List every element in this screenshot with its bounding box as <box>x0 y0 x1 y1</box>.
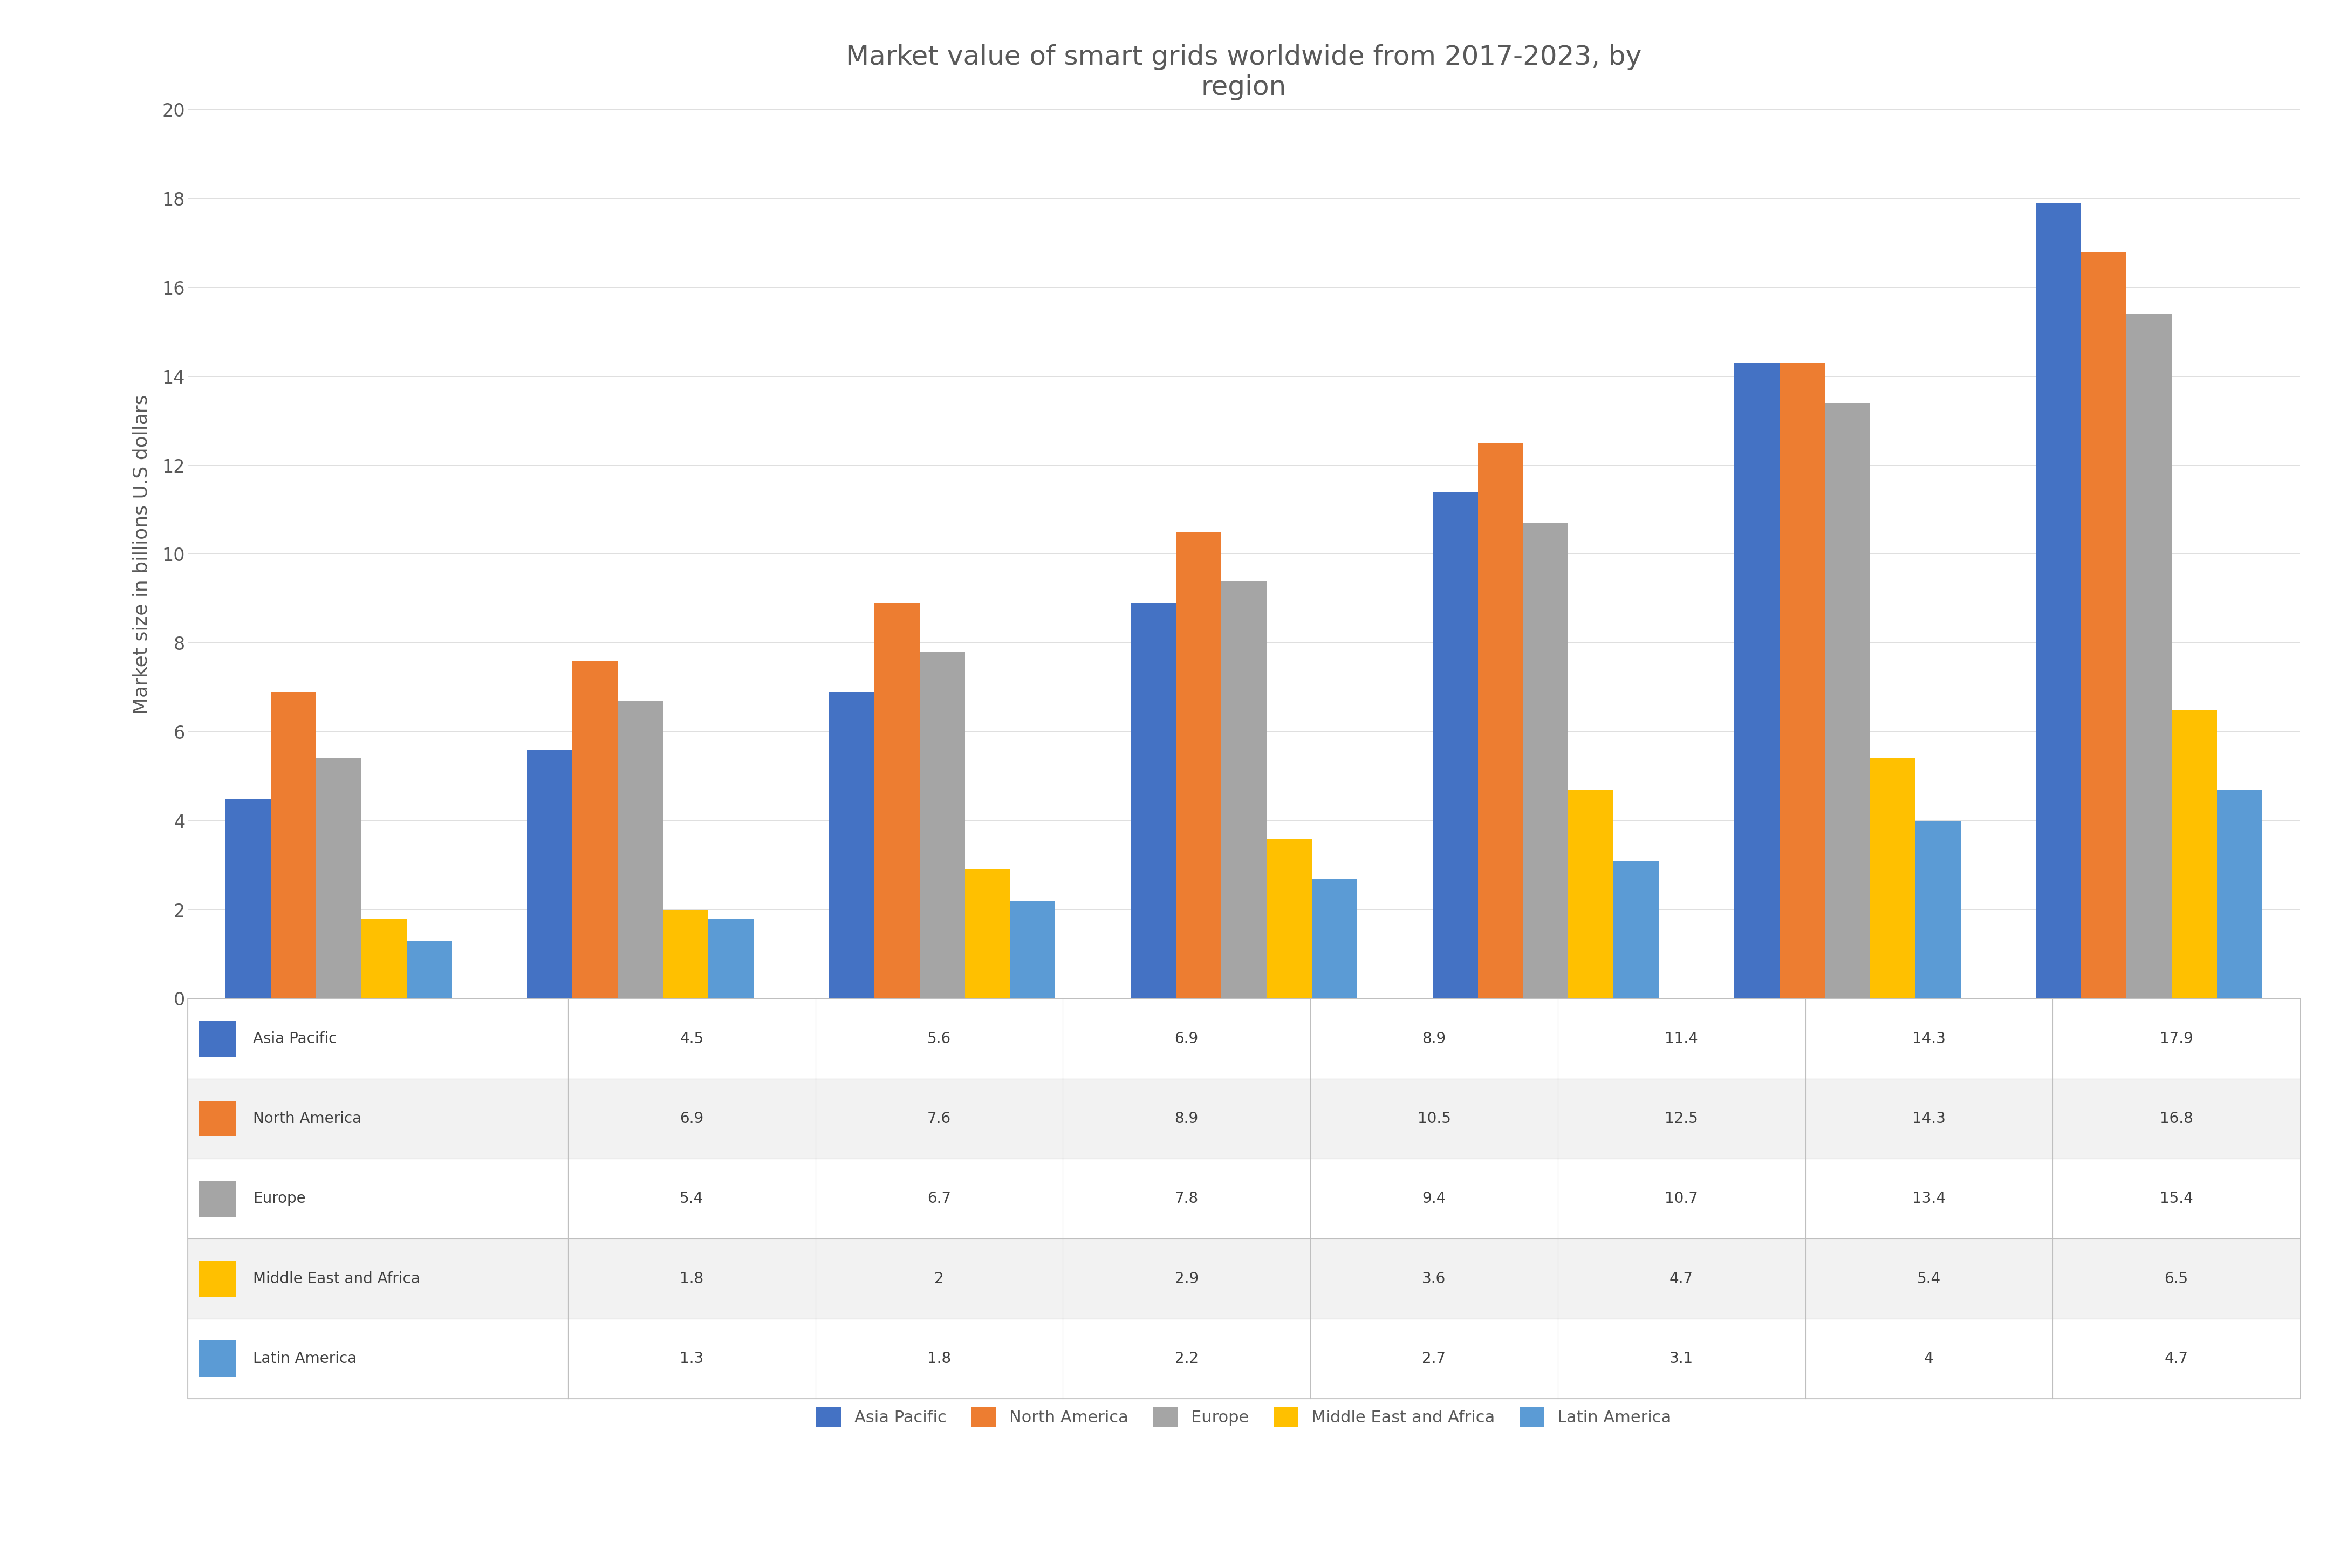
Text: 7.6: 7.6 <box>927 1112 951 1126</box>
Text: 4.7: 4.7 <box>2164 1352 2187 1366</box>
Bar <box>1267 839 1312 999</box>
Bar <box>361 919 406 999</box>
Bar <box>1009 902 1056 999</box>
Bar <box>2035 204 2082 999</box>
Text: 5.6: 5.6 <box>927 1032 951 1046</box>
Text: 6.9: 6.9 <box>681 1112 704 1126</box>
Bar <box>406 941 451 999</box>
Text: 12.5: 12.5 <box>1664 1112 1699 1126</box>
Bar <box>709 919 753 999</box>
Text: 6.7: 6.7 <box>927 1192 951 1206</box>
Bar <box>617 701 662 999</box>
Bar <box>1734 364 1779 999</box>
Bar <box>1220 580 1267 999</box>
Text: North America: North America <box>253 1112 361 1126</box>
Bar <box>573 660 617 999</box>
Bar <box>1479 444 1523 999</box>
Text: 9.4: 9.4 <box>1422 1192 1446 1206</box>
Text: Europe: Europe <box>253 1192 305 1206</box>
FancyBboxPatch shape <box>197 1021 237 1057</box>
Text: 6.9: 6.9 <box>1174 1032 1199 1046</box>
Bar <box>1779 364 1824 999</box>
Text: 4.7: 4.7 <box>1669 1272 1692 1286</box>
Bar <box>2171 710 2218 999</box>
Bar <box>1312 878 1357 999</box>
Text: 14.3: 14.3 <box>1913 1032 1946 1046</box>
Bar <box>1432 492 1479 999</box>
Bar <box>1523 524 1568 999</box>
Bar <box>225 798 270 999</box>
Text: 3.1: 3.1 <box>1669 1352 1695 1366</box>
Text: 14.3: 14.3 <box>1913 1112 1946 1126</box>
Text: 13.4: 13.4 <box>1913 1192 1946 1206</box>
Text: 7.8: 7.8 <box>1176 1192 1199 1206</box>
Bar <box>873 604 920 999</box>
FancyBboxPatch shape <box>188 1159 2300 1239</box>
Bar <box>2218 790 2263 999</box>
FancyBboxPatch shape <box>197 1261 237 1297</box>
Text: 2.2: 2.2 <box>1176 1352 1199 1366</box>
Text: 10.5: 10.5 <box>1418 1112 1450 1126</box>
Title: Market value of smart grids worldwide from 2017-2023, by
region: Market value of smart grids worldwide fr… <box>845 44 1643 100</box>
Bar <box>1131 604 1176 999</box>
Text: 1.3: 1.3 <box>681 1352 704 1366</box>
Text: Middle East and Africa: Middle East and Africa <box>253 1272 420 1286</box>
Bar <box>317 759 361 999</box>
Text: 15.4: 15.4 <box>2159 1192 2192 1206</box>
FancyBboxPatch shape <box>188 999 2300 1079</box>
FancyBboxPatch shape <box>188 1079 2300 1159</box>
FancyBboxPatch shape <box>197 1101 237 1137</box>
Text: Asia Pacific: Asia Pacific <box>253 1032 338 1046</box>
FancyBboxPatch shape <box>197 1341 237 1377</box>
Text: 10.7: 10.7 <box>1664 1192 1699 1206</box>
Bar <box>965 870 1009 999</box>
Text: 4: 4 <box>1925 1352 1934 1366</box>
Bar <box>1176 532 1220 999</box>
Bar <box>528 750 573 999</box>
Text: 8.9: 8.9 <box>1174 1112 1199 1126</box>
Text: 3.6: 3.6 <box>1422 1272 1446 1286</box>
Text: 1.8: 1.8 <box>927 1352 951 1366</box>
Bar <box>828 691 873 999</box>
Text: 4.5: 4.5 <box>681 1032 704 1046</box>
Text: 8.9: 8.9 <box>1422 1032 1446 1046</box>
Text: 17.9: 17.9 <box>2159 1032 2192 1046</box>
Text: 5.4: 5.4 <box>1917 1272 1941 1286</box>
Text: 6.5: 6.5 <box>2164 1272 2187 1286</box>
Legend: Asia Pacific, North America, Europe, Middle East and Africa, Latin America: Asia Pacific, North America, Europe, Mid… <box>817 1406 1671 1427</box>
FancyBboxPatch shape <box>197 1181 237 1217</box>
Bar <box>2126 314 2171 999</box>
Bar <box>920 652 965 999</box>
Bar <box>1915 822 1960 999</box>
Bar <box>270 691 317 999</box>
FancyBboxPatch shape <box>188 1319 2300 1399</box>
Text: 11.4: 11.4 <box>1664 1032 1699 1046</box>
FancyBboxPatch shape <box>188 1239 2300 1319</box>
Y-axis label: Market size in billions U.S dollars: Market size in billions U.S dollars <box>131 395 150 713</box>
Bar <box>662 909 709 999</box>
Text: 2.7: 2.7 <box>1422 1352 1446 1366</box>
Bar <box>1824 403 1871 999</box>
Text: 2.9: 2.9 <box>1174 1272 1199 1286</box>
Bar <box>1612 861 1659 999</box>
Bar <box>1871 759 1915 999</box>
Text: 16.8: 16.8 <box>2159 1112 2192 1126</box>
Text: 1.8: 1.8 <box>681 1272 704 1286</box>
Text: 5.4: 5.4 <box>681 1192 704 1206</box>
Bar <box>2082 252 2126 999</box>
Text: Latin America: Latin America <box>253 1352 357 1366</box>
Bar <box>1568 790 1612 999</box>
Text: 2: 2 <box>934 1272 943 1286</box>
